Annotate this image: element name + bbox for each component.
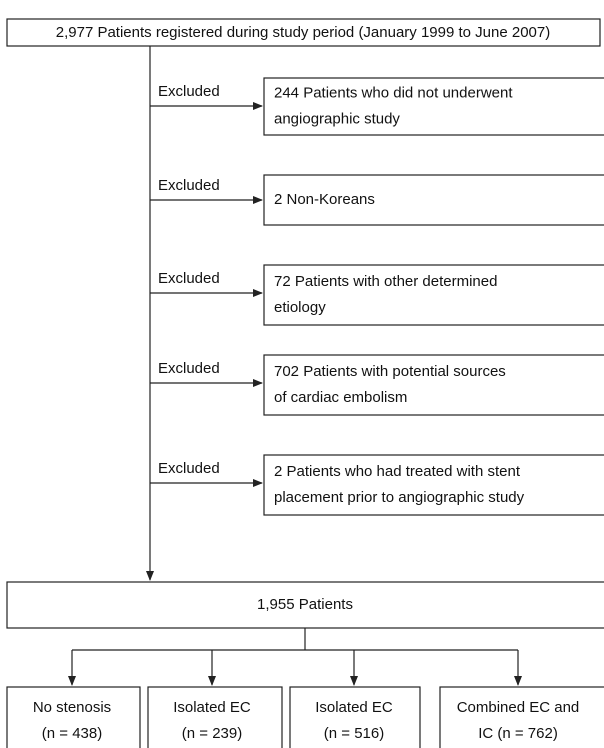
exclusion-text: angiographic study [274, 110, 400, 127]
exclusion-box [263, 354, 604, 416]
excluded-label: Excluded [158, 360, 220, 377]
exclusion-text: 244 Patients who did not underwent [274, 84, 513, 101]
dynamic: Excluded 244 Patients who did not underwe… [6, 77, 604, 748]
group-text: Isolated EC [173, 699, 251, 716]
exclusion-box [263, 264, 604, 326]
merge-text: 1,955 Patients [257, 596, 353, 613]
group-text: (n = 239) [182, 725, 242, 742]
excluded-label: Excluded [158, 460, 220, 477]
exclusion-text: placement prior to angiographic study [274, 489, 525, 506]
group-text: Combined EC and [457, 699, 580, 716]
excluded-label: Excluded [158, 270, 220, 287]
group-box [289, 686, 421, 748]
group-box [147, 686, 283, 748]
group-text: (n = 516) [324, 725, 384, 742]
header-box [6, 18, 601, 47]
excluded-label: Excluded [158, 177, 220, 194]
group-text: No stenosis [33, 699, 111, 716]
exclusion-box [263, 77, 604, 136]
group-box [6, 686, 141, 748]
group-text: (n = 438) [42, 725, 102, 742]
exclusion-text: 2 Patients who had treated with stent [274, 463, 521, 480]
group-box [439, 686, 604, 748]
exclusion-text: of cardiac embolism [274, 389, 407, 406]
exclusion-text: etiology [274, 299, 326, 316]
exclusion-text: 2 Non-Koreans [274, 191, 375, 208]
merge-box [6, 581, 604, 629]
exclusion-text: 72 Patients with other determined [274, 273, 497, 290]
exclusion-box [263, 454, 604, 516]
exclusion-box [263, 174, 604, 226]
excluded-label: Excluded [158, 83, 220, 100]
header-text: 2,977 Patients registered during study p… [56, 24, 551, 41]
group-text: Isolated EC [315, 699, 393, 716]
group-text: IC (n = 762) [478, 725, 558, 742]
exclusion-text: 702 Patients with potential sources [274, 363, 506, 380]
